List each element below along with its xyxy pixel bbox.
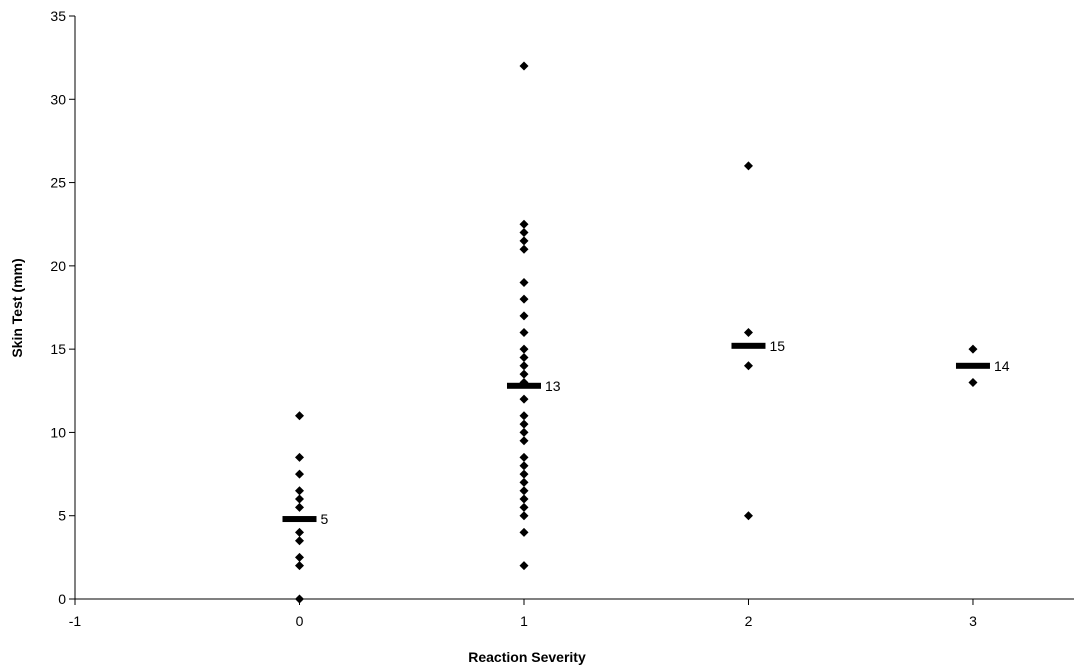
data-point xyxy=(519,352,529,362)
data-point xyxy=(294,411,304,421)
data-point xyxy=(519,561,529,571)
x-tick-label: -1 xyxy=(69,613,82,629)
data-point xyxy=(968,377,978,387)
y-axis: 0 5 10 15 20 25 30 35 xyxy=(50,8,76,607)
data-point xyxy=(519,394,529,404)
data-point xyxy=(519,502,529,512)
x-axis: -1 0 1 2 3 xyxy=(69,598,1074,629)
data-point xyxy=(519,219,529,229)
data-point xyxy=(519,228,529,238)
data-point xyxy=(294,469,304,479)
data-point xyxy=(743,161,753,171)
y-tick-label: 20 xyxy=(50,258,66,274)
data-point xyxy=(519,344,529,354)
data-point xyxy=(519,461,529,471)
data-point xyxy=(743,361,753,371)
x-tick-label: 3 xyxy=(969,613,977,629)
data-point xyxy=(519,236,529,246)
y-tick-label: 25 xyxy=(50,175,66,191)
x-tick-label: 0 xyxy=(296,613,304,629)
median-bar xyxy=(731,342,766,349)
y-tick-label: 10 xyxy=(50,424,66,440)
y-tick-label: 5 xyxy=(58,508,66,524)
data-point xyxy=(519,278,529,288)
data-point xyxy=(743,511,753,521)
data-point xyxy=(519,411,529,421)
data-point xyxy=(519,477,529,487)
data-point xyxy=(294,494,304,504)
median-label: 14 xyxy=(994,358,1010,374)
data-point xyxy=(968,344,978,354)
data-point xyxy=(294,536,304,546)
median-bar xyxy=(506,382,541,389)
data-point xyxy=(294,452,304,462)
y-tick-label: 15 xyxy=(50,341,66,357)
data-point xyxy=(294,527,304,537)
data-point xyxy=(519,311,529,321)
data-point xyxy=(519,327,529,337)
data-point xyxy=(519,244,529,254)
data-point xyxy=(519,452,529,462)
data-point xyxy=(519,419,529,429)
data-point xyxy=(743,327,753,337)
y-axis-title: Skin Test (mm) xyxy=(9,258,25,357)
data-point xyxy=(519,469,529,479)
data-point xyxy=(294,561,304,571)
median-label: 5 xyxy=(320,511,328,527)
median-markers: 5 13 15 14 xyxy=(282,338,1010,527)
median-bar xyxy=(282,516,317,523)
data-point xyxy=(519,436,529,446)
data-point xyxy=(519,486,529,496)
data-point xyxy=(519,361,529,371)
data-point xyxy=(294,552,304,562)
x-tick-label: 1 xyxy=(520,613,528,629)
data-point xyxy=(519,527,529,537)
y-tick-label: 35 xyxy=(50,8,66,24)
median-bar xyxy=(955,362,990,369)
data-point xyxy=(519,427,529,437)
y-tick-label: 0 xyxy=(58,591,66,607)
data-point xyxy=(519,294,529,304)
data-point xyxy=(294,502,304,512)
data-point xyxy=(519,511,529,521)
y-tick-label: 30 xyxy=(50,91,66,107)
x-tick-label: 2 xyxy=(745,613,753,629)
data-point xyxy=(519,61,529,71)
data-point xyxy=(294,594,304,604)
x-axis-title: Reaction Severity xyxy=(468,649,586,665)
data-point xyxy=(519,494,529,504)
data-points xyxy=(294,61,978,604)
median-label: 15 xyxy=(769,338,785,354)
data-point xyxy=(519,369,529,379)
data-point xyxy=(294,486,304,496)
median-label: 13 xyxy=(545,378,561,394)
